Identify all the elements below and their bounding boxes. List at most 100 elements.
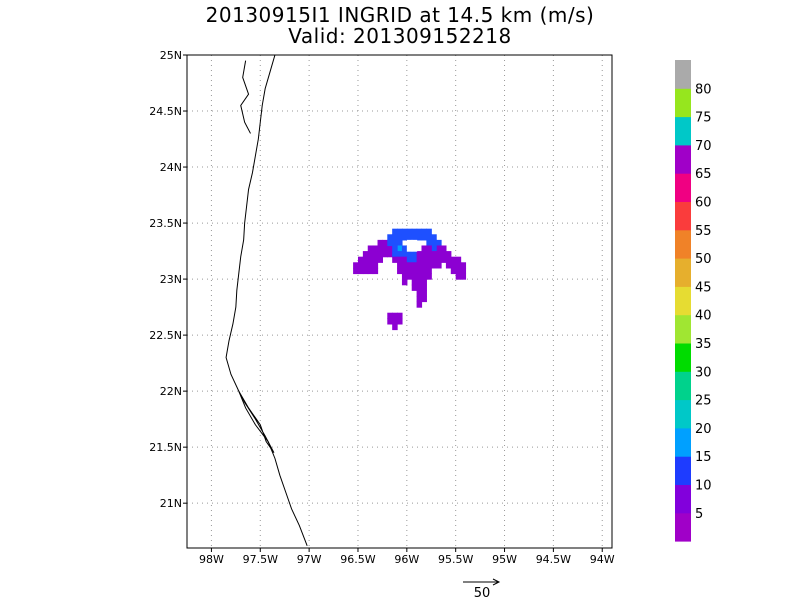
wind-cell xyxy=(445,262,452,269)
wind-cell xyxy=(357,267,364,275)
wind-cell xyxy=(397,318,403,325)
grid-lines xyxy=(187,54,612,548)
wind-cell xyxy=(406,251,413,258)
wind-cell xyxy=(401,256,408,263)
wind-cell xyxy=(421,295,427,303)
colorbar-swatch xyxy=(675,60,691,89)
wind-cell xyxy=(436,239,442,247)
wind-cell xyxy=(397,228,403,235)
coastline xyxy=(225,54,308,546)
wind-cell xyxy=(406,234,413,241)
wind-cell xyxy=(401,273,408,280)
y-tick-label: 21.5N xyxy=(149,441,182,454)
colorbar-swatch xyxy=(675,399,691,429)
wind-cell xyxy=(455,267,462,275)
wind-cell xyxy=(367,245,374,252)
wind-cell xyxy=(372,267,379,275)
wind-cell xyxy=(377,239,384,247)
eye-cell xyxy=(411,239,418,247)
reference-arrow-head xyxy=(492,578,501,586)
colorbar-swatch xyxy=(675,512,691,542)
wind-cell xyxy=(406,273,413,280)
wind-cell xyxy=(460,267,467,275)
wind-cell xyxy=(455,273,462,280)
colorbar-label: 25 xyxy=(695,394,712,409)
wind-cell xyxy=(441,251,447,258)
wind-cell xyxy=(397,239,403,247)
wind-cell xyxy=(421,262,427,269)
wind-cell xyxy=(416,262,423,269)
y-tick-label: 22.5N xyxy=(149,329,182,342)
wind-cell xyxy=(441,256,447,263)
wind-cell xyxy=(406,262,413,269)
wind-cell xyxy=(445,251,452,258)
colorbar: 5 10 15 20 25 30 35 40 45 50 55 60 65 70 75 80 xyxy=(675,60,712,542)
coastline-inner-line xyxy=(240,60,251,134)
wind-cell xyxy=(436,251,442,258)
chart-title: 20130915I1 INGRID at 14.5 km (m/s) xyxy=(205,3,595,27)
wind-cell xyxy=(392,323,398,331)
colorbar-swatch xyxy=(675,258,691,287)
y-axis: 21N 21.5N 22N 22.5N 23N 23.5N 24N 24.5N 25N xyxy=(149,49,187,510)
wind-cell xyxy=(401,267,408,275)
wind-cell xyxy=(436,262,442,269)
y-tick-label: 24N xyxy=(160,161,182,174)
colorbar-label: 60 xyxy=(695,196,712,211)
wind-cell xyxy=(377,245,384,252)
wind-cell xyxy=(392,239,398,247)
wind-cell xyxy=(406,267,413,275)
wind-cell xyxy=(397,312,403,319)
colorbar-label: 40 xyxy=(695,309,712,324)
wind-cell xyxy=(401,245,408,252)
wind-cell xyxy=(426,234,432,241)
wind-cell xyxy=(416,234,423,241)
colorbar-swatch xyxy=(675,286,691,316)
wind-cell xyxy=(362,267,369,275)
wind-cell xyxy=(431,262,437,269)
wind-cell xyxy=(392,228,398,235)
wind-cell xyxy=(367,262,374,269)
wind-cell xyxy=(426,256,432,263)
wind-cell xyxy=(387,245,393,252)
wind-cell xyxy=(392,318,398,325)
colorbar-swatch xyxy=(675,201,691,231)
colorbar-label: 75 xyxy=(695,111,712,126)
wind-cell xyxy=(372,245,379,252)
wind-cell xyxy=(460,262,467,269)
wind-cell xyxy=(353,267,359,275)
wind-cell xyxy=(426,245,432,252)
wind-cell xyxy=(362,262,369,269)
colorbar-swatch xyxy=(675,484,691,514)
x-tick-label: 96W xyxy=(394,553,419,566)
wind-cell xyxy=(426,228,432,235)
wind-cell xyxy=(387,251,393,258)
wind-cell xyxy=(392,256,398,263)
y-tick-label: 23N xyxy=(160,273,182,286)
wind-cell xyxy=(455,262,462,269)
wind-cell xyxy=(401,251,408,258)
wind-cell xyxy=(411,279,418,286)
colorbar-label: 35 xyxy=(695,337,712,352)
wind-cell xyxy=(397,245,403,252)
wind-cell xyxy=(416,267,423,275)
wind-cell xyxy=(421,256,427,263)
x-tick-label: 98W xyxy=(199,553,224,566)
wind-cell xyxy=(416,251,423,258)
wind-cell xyxy=(362,251,369,258)
x-tick-label: 97W xyxy=(297,553,322,566)
reference-vector: 50 xyxy=(463,578,501,600)
wind-cell xyxy=(445,256,452,263)
wind-cell xyxy=(397,267,403,275)
wind-cell xyxy=(382,251,388,258)
wind-cell xyxy=(357,262,364,269)
wind-cell xyxy=(357,256,364,263)
colorbar-label: 65 xyxy=(695,167,712,182)
wind-cell xyxy=(421,284,427,291)
colorbar-label: 30 xyxy=(695,365,712,380)
wind-cell xyxy=(416,273,423,280)
wind-cell xyxy=(382,239,388,247)
colorbar-label: 50 xyxy=(695,252,712,267)
lagoon-outline xyxy=(238,390,275,454)
wind-cell xyxy=(397,251,403,258)
colorbar-label: 15 xyxy=(695,450,712,465)
